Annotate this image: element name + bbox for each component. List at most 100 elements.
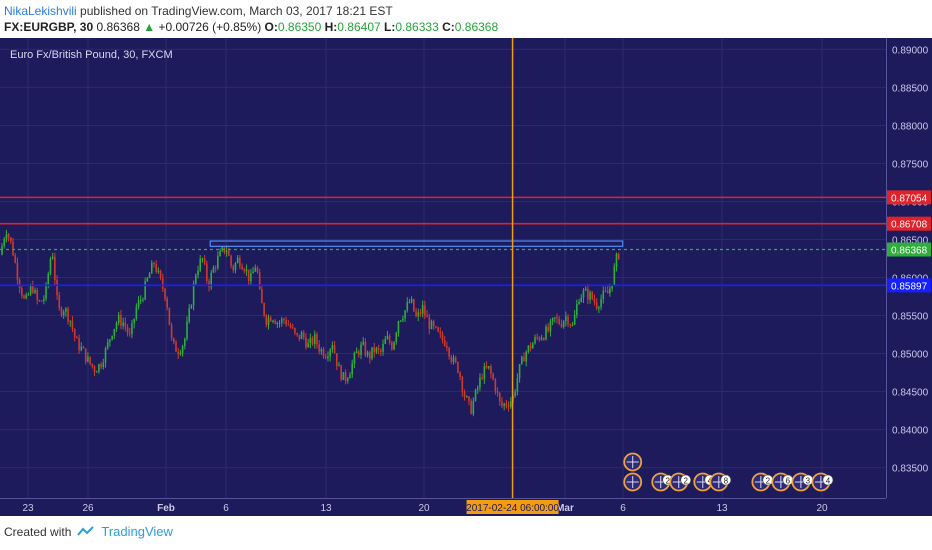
candle-body bbox=[327, 356, 329, 359]
candle-body bbox=[388, 336, 391, 343]
candle-body bbox=[498, 392, 501, 402]
x-tick-label: 26 bbox=[82, 503, 94, 514]
candle-body bbox=[615, 253, 618, 267]
candle-body bbox=[492, 373, 494, 380]
candle-body bbox=[34, 289, 36, 293]
x-tick-label: 6 bbox=[223, 503, 229, 514]
candle-body bbox=[578, 302, 580, 305]
candle-body bbox=[349, 374, 351, 379]
candle-body bbox=[549, 321, 552, 332]
candle-body bbox=[571, 324, 574, 326]
price-chart[interactable]: 0.890000.885000.880000.875000.870000.865… bbox=[0, 38, 932, 516]
chart-area[interactable]: 0.890000.885000.880000.875000.870000.865… bbox=[0, 38, 932, 516]
candle-body bbox=[289, 324, 292, 328]
candle-body bbox=[576, 304, 578, 316]
candle-body bbox=[538, 337, 541, 340]
publish-line: NikaLekishvili published on TradingView.… bbox=[4, 4, 393, 18]
candle-body bbox=[591, 292, 594, 300]
candle-body bbox=[254, 267, 257, 272]
candle-body bbox=[274, 320, 276, 324]
candle-body bbox=[206, 263, 208, 281]
candle-body bbox=[192, 283, 195, 306]
candle-body bbox=[413, 299, 415, 312]
candle-body bbox=[470, 400, 472, 414]
candle-body bbox=[441, 333, 444, 340]
candle-body bbox=[124, 322, 127, 327]
candle-body bbox=[338, 365, 340, 367]
candle-body bbox=[82, 346, 85, 349]
candle-body bbox=[302, 332, 305, 338]
tradingview-brand[interactable]: TradingView bbox=[101, 524, 173, 539]
candle-body bbox=[307, 343, 309, 348]
candle-body bbox=[241, 266, 243, 270]
candle-body bbox=[481, 377, 483, 379]
candle-body bbox=[333, 345, 336, 354]
candle-body bbox=[179, 352, 182, 355]
candle-body bbox=[485, 366, 488, 368]
candle-body bbox=[219, 250, 221, 257]
candle-body bbox=[294, 328, 296, 333]
candle-body bbox=[38, 300, 41, 302]
candle-body bbox=[543, 338, 545, 340]
candle-body bbox=[195, 275, 197, 284]
candle-body bbox=[300, 332, 303, 340]
y-tick-label: 0.84000 bbox=[892, 426, 929, 437]
author-link[interactable]: NikaLekishvili bbox=[4, 4, 77, 18]
candle-body bbox=[170, 324, 173, 339]
candle-body bbox=[109, 339, 111, 343]
candle-body bbox=[36, 289, 39, 301]
candle-body bbox=[175, 342, 177, 352]
candle-body bbox=[111, 335, 113, 340]
candle-body bbox=[366, 352, 369, 356]
candle-body bbox=[298, 334, 301, 340]
candle-body bbox=[16, 262, 19, 280]
candle-body bbox=[12, 241, 14, 256]
candle-body bbox=[184, 338, 186, 347]
candle-body bbox=[232, 265, 235, 271]
candle-body bbox=[166, 298, 168, 308]
change-value: +0.00726 (+0.85%) bbox=[158, 20, 262, 34]
candle-body bbox=[432, 321, 435, 327]
candle-body bbox=[593, 299, 596, 303]
candle-body bbox=[382, 343, 384, 352]
candle-body bbox=[177, 351, 180, 355]
candle-body bbox=[276, 322, 279, 324]
candle-body bbox=[613, 266, 616, 285]
candle-body bbox=[60, 307, 63, 316]
candle-body bbox=[247, 269, 250, 282]
candle-body bbox=[203, 258, 206, 264]
candle-body bbox=[45, 283, 47, 299]
candle-body bbox=[54, 256, 56, 281]
candle-body bbox=[283, 318, 285, 321]
candle-body bbox=[399, 320, 402, 322]
event-badge-count: 8 bbox=[724, 477, 729, 486]
candle-body bbox=[375, 347, 378, 353]
candle-body bbox=[386, 336, 389, 340]
candle-body bbox=[210, 272, 213, 288]
candle-body bbox=[395, 333, 398, 342]
y-tick-label: 0.83500 bbox=[892, 464, 929, 475]
candle-body bbox=[503, 403, 505, 406]
candle-body bbox=[115, 323, 118, 329]
candle-body bbox=[128, 332, 131, 334]
candle-body bbox=[76, 337, 78, 339]
candle-body bbox=[516, 378, 519, 392]
candle-body bbox=[122, 322, 124, 326]
x-tick-label: Feb bbox=[157, 503, 175, 514]
candle-body bbox=[501, 401, 503, 406]
candle-body bbox=[324, 356, 327, 359]
candle-body bbox=[346, 378, 349, 382]
y-tick-label: 0.86500 bbox=[892, 235, 929, 246]
candle-body bbox=[137, 300, 140, 307]
candle-body bbox=[285, 320, 287, 325]
candle-body bbox=[562, 321, 565, 327]
candle-body bbox=[463, 391, 466, 398]
candle-body bbox=[609, 288, 611, 294]
candle-body bbox=[565, 316, 567, 322]
candle-body bbox=[523, 356, 525, 362]
candle-body bbox=[47, 273, 50, 284]
low-label: L: bbox=[384, 20, 396, 34]
candle-body bbox=[443, 339, 446, 346]
candle-body bbox=[448, 347, 450, 357]
candle-body bbox=[144, 281, 146, 300]
